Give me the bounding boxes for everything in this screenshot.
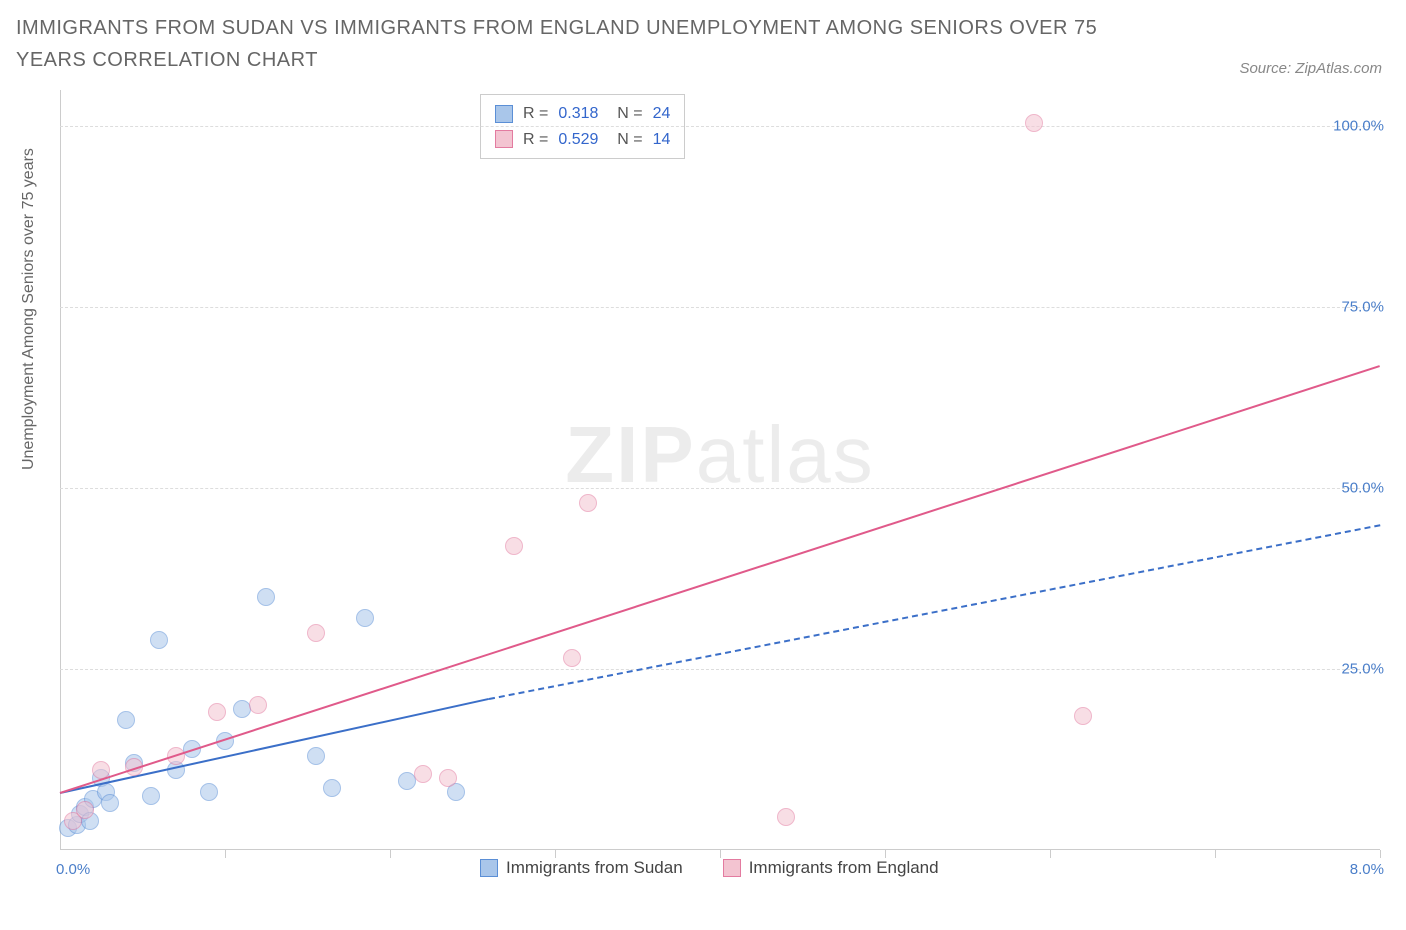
legend-swatch <box>723 859 741 877</box>
plot-region: ZIPatlas R = 0.318 N = 24R = 0.529 N = 14 0.… <box>60 90 1380 850</box>
source-credit: Source: ZipAtlas.com <box>1239 60 1382 77</box>
x-tick <box>885 850 886 858</box>
y-axis-line <box>60 90 61 850</box>
data-point <box>101 794 119 812</box>
data-point <box>142 787 160 805</box>
trend-line <box>60 365 1381 794</box>
x-axis-max-label: 8.0% <box>1350 861 1384 878</box>
legend-row: R = 0.318 N = 24 <box>495 101 670 127</box>
x-tick <box>720 850 721 858</box>
legend-item: Immigrants from England <box>723 858 939 878</box>
legend-r-label: R = <box>523 127 548 153</box>
x-tick <box>1380 850 1381 858</box>
data-point <box>356 609 374 627</box>
legend-n-label: N = <box>608 101 642 127</box>
legend-r-value: 0.529 <box>558 127 598 153</box>
data-point <box>233 700 251 718</box>
data-point <box>398 772 416 790</box>
legend-r-value: 0.318 <box>558 101 598 127</box>
data-point <box>307 747 325 765</box>
legend-n-value: 14 <box>653 127 671 153</box>
data-point <box>439 769 457 787</box>
data-point <box>150 631 168 649</box>
data-point <box>1025 114 1043 132</box>
legend-n-value: 24 <box>653 101 671 127</box>
legend-series-label: Immigrants from England <box>749 858 939 878</box>
y-tick-label: 100.0% <box>1333 118 1384 135</box>
y-tick-label: 75.0% <box>1341 299 1384 316</box>
trend-line <box>489 524 1380 700</box>
series-legend: Immigrants from Sudan Immigrants from Eng… <box>480 858 939 878</box>
x-tick <box>1050 850 1051 858</box>
data-point <box>208 703 226 721</box>
x-tick <box>555 850 556 858</box>
y-axis-label: Unemployment Among Seniors over 75 years <box>20 148 38 470</box>
legend-n-label: N = <box>608 127 642 153</box>
data-point <box>1074 707 1092 725</box>
data-point <box>563 649 581 667</box>
data-point <box>200 783 218 801</box>
x-axis-min-label: 0.0% <box>56 861 90 878</box>
legend-item: Immigrants from Sudan <box>480 858 683 878</box>
data-point <box>307 624 325 642</box>
x-tick <box>225 850 226 858</box>
data-point <box>323 779 341 797</box>
data-point <box>414 765 432 783</box>
x-tick <box>390 850 391 858</box>
data-point <box>505 537 523 555</box>
chart-title: IMMIGRANTS FROM SUDAN VS IMMIGRANTS FROM… <box>16 12 1116 76</box>
gridline <box>60 669 1380 670</box>
data-point <box>579 494 597 512</box>
legend-swatch <box>495 130 513 148</box>
data-point <box>76 801 94 819</box>
data-point <box>777 808 795 826</box>
gridline <box>60 307 1380 308</box>
data-point <box>117 711 135 729</box>
gridline <box>60 488 1380 489</box>
legend-swatch <box>480 859 498 877</box>
legend-r-label: R = <box>523 101 548 127</box>
y-tick-label: 50.0% <box>1341 480 1384 497</box>
chart-area: ZIPatlas R = 0.318 N = 24R = 0.529 N = 14 0.… <box>60 90 1380 850</box>
x-tick <box>1215 850 1216 858</box>
watermark: ZIPatlas <box>565 409 874 501</box>
legend-series-label: Immigrants from Sudan <box>506 858 683 878</box>
legend-swatch <box>495 105 513 123</box>
y-tick-label: 25.0% <box>1341 661 1384 678</box>
data-point <box>257 588 275 606</box>
data-point <box>249 696 267 714</box>
gridline <box>60 126 1380 127</box>
legend-row: R = 0.529 N = 14 <box>495 127 670 153</box>
